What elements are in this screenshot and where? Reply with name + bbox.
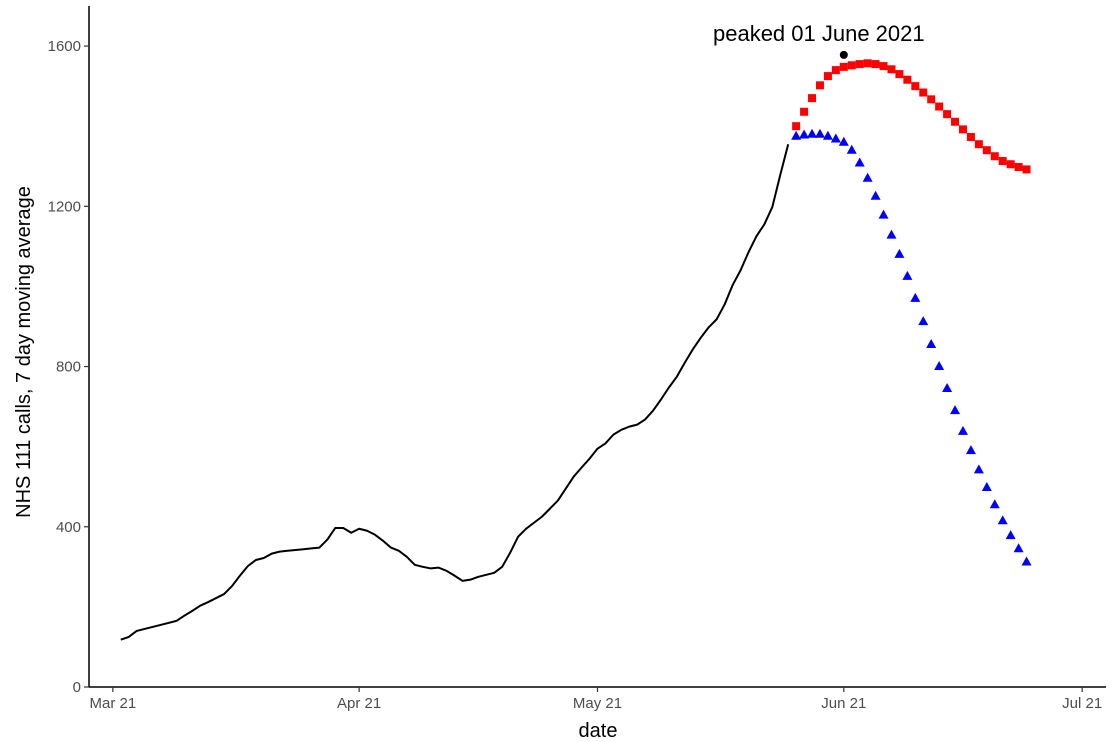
triangle-point <box>926 338 937 348</box>
square-point <box>792 122 801 131</box>
triangle-point <box>973 464 984 474</box>
triangle-point <box>846 144 857 154</box>
y-axis-title: NHS 111 calls, 7 day moving average <box>13 186 35 518</box>
square-point <box>871 60 880 69</box>
triangle-point <box>791 130 802 140</box>
square-point <box>903 75 912 84</box>
triangle-point <box>918 316 929 326</box>
square-point <box>863 59 872 68</box>
triangle-point <box>822 130 833 140</box>
square-point <box>879 62 888 71</box>
square-point <box>823 72 832 81</box>
square-point <box>847 61 856 70</box>
square-point <box>911 82 920 91</box>
triangle-point <box>950 405 961 415</box>
triangle-point <box>997 515 1008 525</box>
x-tick-label: Jun 21 <box>821 695 866 712</box>
square-point <box>815 81 824 90</box>
triangle-point <box>854 157 865 167</box>
square-point <box>887 65 896 74</box>
y-tick-label: 400 <box>56 519 81 536</box>
x-tick-label: Apr 21 <box>337 695 381 712</box>
y-tick-label: 1600 <box>48 38 81 55</box>
square-point <box>1006 160 1015 169</box>
square-point <box>895 70 904 79</box>
triangle-point <box>1013 543 1024 553</box>
triangle-point <box>830 133 841 143</box>
square-point <box>935 102 944 111</box>
series-line-observed <box>120 143 790 641</box>
square-point <box>943 110 952 119</box>
square-point <box>958 125 967 134</box>
triangle-point <box>1021 556 1032 566</box>
square-point <box>919 88 928 97</box>
square-point <box>966 132 975 141</box>
square-point <box>998 157 1007 166</box>
x-tick-label: May 21 <box>573 695 622 712</box>
y-tick-label: 1200 <box>48 198 81 215</box>
square-point <box>982 146 991 155</box>
square-point <box>927 95 936 104</box>
square-point <box>800 107 809 116</box>
peak-annotation: peaked 01 June 2021 <box>713 21 925 46</box>
square-point <box>808 94 817 103</box>
triangle-point <box>862 172 873 182</box>
x-axis-title: date <box>579 720 618 742</box>
peak-marker <box>839 50 848 59</box>
triangle-point <box>894 248 905 258</box>
x-ticks: Mar 21 Apr 21 May 21 Jun 21 Jul 21 <box>89 687 1102 712</box>
square-point <box>990 152 999 161</box>
triangle-point <box>799 129 810 139</box>
annotation-layer: peaked 01 June 2021 <box>713 21 925 59</box>
triangle-point <box>965 445 976 455</box>
x-tick-label: Jul 21 <box>1062 695 1102 712</box>
square-point <box>831 66 840 75</box>
square-point <box>855 60 864 69</box>
triangle-point <box>934 361 945 371</box>
triangle-point <box>902 270 913 280</box>
triangle-point <box>989 499 1000 509</box>
triangle-point <box>942 383 953 393</box>
triangle-point <box>807 128 818 138</box>
y-tick-label: 0 <box>73 679 81 696</box>
y-tick-label: 800 <box>56 359 81 376</box>
triangle-point <box>957 425 968 435</box>
triangle-point <box>838 136 849 146</box>
square-point <box>1022 165 1031 174</box>
series-layer <box>120 59 1032 641</box>
series-1-points <box>792 59 1031 174</box>
triangle-point <box>878 209 889 219</box>
triangle-point <box>910 292 921 302</box>
square-point <box>839 62 848 71</box>
square-point <box>951 117 960 126</box>
triangle-point <box>1005 530 1016 540</box>
triangle-point <box>981 482 992 492</box>
x-tick-label: Mar 21 <box>89 695 136 712</box>
triangle-point <box>814 128 825 138</box>
y-ticks: 0 400 800 1200 1600 <box>48 38 89 696</box>
square-point <box>974 140 983 149</box>
triangle-point <box>886 229 897 239</box>
square-point <box>1014 163 1023 172</box>
triangle-point <box>870 190 881 200</box>
series-2-points <box>791 128 1032 566</box>
